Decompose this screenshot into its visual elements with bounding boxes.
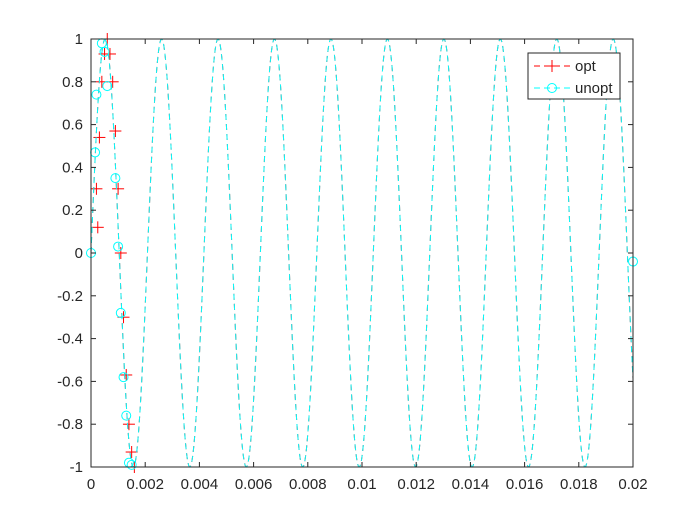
- y-tick-label: -0.4: [57, 331, 83, 348]
- x-tick-label: 0.014: [452, 476, 490, 493]
- data-point-unopt-7: [113, 241, 124, 252]
- data-point-unopt-6: [110, 173, 121, 184]
- data-point-unopt-8: [115, 307, 126, 318]
- legend-label: unopt: [575, 80, 613, 97]
- legend-item-unopt: unopt: [534, 80, 613, 97]
- legend-box: [527, 52, 621, 100]
- y-tick-label: 1: [75, 31, 83, 48]
- y-tick-label: 0.2: [62, 202, 83, 219]
- data-point-opt-1: [90, 182, 103, 195]
- data-point-opt-13: [122, 418, 135, 431]
- y-tick-label: 0.6: [62, 117, 83, 134]
- y-tick-label: 0.8: [62, 74, 83, 91]
- data-point-opt-6: [103, 47, 116, 60]
- legend-item-opt: opt: [534, 58, 597, 75]
- x-tick-label: 0.004: [181, 476, 219, 493]
- data-point-opt-10: [114, 247, 127, 259]
- y-tick-label: -0.8: [57, 416, 83, 433]
- y-tick-label: 0.4: [62, 159, 83, 176]
- data-point-opt-8: [109, 125, 122, 138]
- x-tick-label: 0.01: [347, 476, 376, 493]
- x-tick-label: 0.002: [126, 476, 164, 493]
- legend: opt unopt: [527, 52, 621, 100]
- y-tick-label: -0.2: [57, 288, 83, 305]
- data-point-opt-0: [91, 221, 104, 234]
- data-point-unopt-5: [102, 81, 113, 92]
- legend-marker: [547, 83, 557, 93]
- data-point-opt-9: [112, 182, 125, 195]
- series-unopt: [86, 38, 638, 470]
- x-tick-label: 0.016: [506, 476, 544, 493]
- data-point-opt-2: [93, 131, 106, 144]
- x-tick-label: 0.008: [289, 476, 327, 493]
- y-tick-label: -0.6: [57, 373, 83, 390]
- legend-label: opt: [575, 58, 597, 75]
- x-tick-label: 0.018: [560, 476, 598, 493]
- data-point-unopt-10: [121, 410, 132, 421]
- data-point-opt-14: [125, 446, 138, 459]
- data-point-unopt-2: [91, 89, 102, 100]
- y-tick-label: -1: [70, 459, 83, 476]
- x-tick-label: 0.012: [397, 476, 435, 493]
- series-line-unopt: [90, 38, 634, 468]
- data-point-unopt-4: [99, 46, 110, 57]
- y-tick-label: 0: [75, 245, 83, 262]
- plot-area: [91, 39, 633, 467]
- x-tick-label: 0: [87, 476, 95, 493]
- x-tick-label: 0.006: [235, 476, 273, 493]
- data-point-unopt-12: [126, 459, 137, 470]
- axis-layer: 0 0.002 0.004 0.006 0.008 0.01 0.012 0.014 0.016…: [57, 31, 647, 493]
- data-point-opt-12: [120, 368, 133, 381]
- x-tick-label: 0.02: [618, 476, 647, 493]
- data-point-unopt-9: [118, 372, 129, 383]
